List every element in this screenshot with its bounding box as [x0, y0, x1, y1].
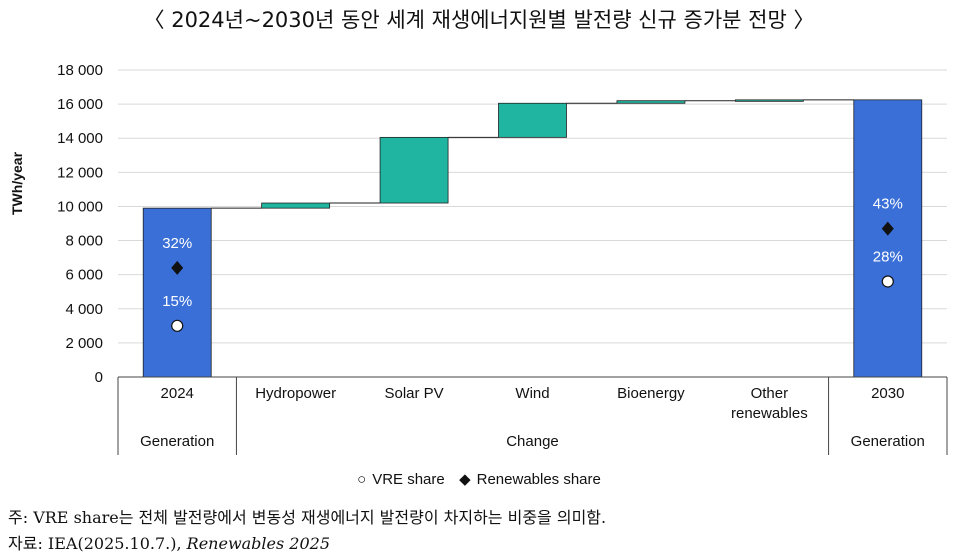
legend-vre-label: VRE share	[372, 471, 445, 488]
category-label: Wind	[515, 385, 549, 402]
legend: ○ VRE share ◆ Renewables share	[0, 470, 958, 488]
y-tick-label: 8 000	[65, 233, 103, 250]
vre-share-marker	[881, 275, 894, 288]
renewables-share-label: 32%	[162, 235, 192, 252]
waterfall-chart: 0 2 000 4 000 6 000 8 000 10 000 12 000 14 000 1…	[9, 62, 948, 455]
category-label: 2030	[871, 385, 904, 402]
source-note: 자료: IEA(2025.10.7.), Renewables 2025	[8, 530, 330, 554]
y-tick-label: 0	[95, 369, 103, 386]
vre-share-label: 15%	[162, 293, 192, 310]
renewables-share-label: 43%	[873, 196, 903, 213]
category-label: 2024	[161, 385, 194, 402]
renewables-share-marker	[171, 260, 184, 275]
legend-vre-symbol: ○	[357, 471, 367, 488]
bar-bioenergy	[616, 100, 686, 104]
category-label: Solar PV	[384, 385, 443, 402]
group-label-change: Change	[506, 433, 559, 450]
bar-wind	[498, 102, 567, 138]
group-label-generation-2030: Generation	[851, 433, 925, 450]
source-prefix: 자료: IEA(2025.10.7.),	[8, 534, 187, 553]
vre-share-label: 28%	[873, 248, 903, 265]
bar-hydropower	[261, 202, 331, 209]
category-label: Hydropower	[255, 385, 336, 402]
bar-other-renewables	[734, 99, 804, 102]
page-title: 〈 2024년~2030년 동안 세계 재생에너지원별 발전량 신규 증가분 전…	[143, 8, 815, 32]
bar-2030	[853, 99, 923, 378]
y-tick-label: 18 000	[57, 62, 103, 79]
source-title: Renewables 2025	[186, 534, 331, 553]
y-tick-label: 4 000	[65, 301, 103, 318]
footnote: 주: VRE share는 전체 발전량에서 변동성 재생에너지 발전량이 차지…	[8, 508, 607, 527]
y-tick-label: 12 000	[57, 164, 103, 181]
y-axis-label: TWh/year	[9, 151, 25, 215]
y-tick-label: 6 000	[65, 267, 103, 284]
vre-share-marker	[171, 319, 184, 332]
category-label: Other	[751, 385, 789, 402]
category-label: renewables	[731, 405, 808, 422]
y-tick-label: 16 000	[57, 96, 103, 113]
group-label-generation-2024: Generation	[140, 433, 214, 450]
y-tick-label: 10 000	[57, 198, 103, 215]
legend-renewables-symbol: ◆	[459, 471, 471, 488]
y-tick-label: 14 000	[57, 130, 103, 147]
bar-solar-pv	[379, 136, 449, 204]
legend-renewables-label: Renewables share	[476, 471, 601, 488]
bar-2024	[142, 207, 212, 378]
y-tick-label: 2 000	[65, 335, 103, 352]
category-label: Bioenergy	[617, 385, 685, 402]
renewables-share-marker	[881, 221, 894, 236]
